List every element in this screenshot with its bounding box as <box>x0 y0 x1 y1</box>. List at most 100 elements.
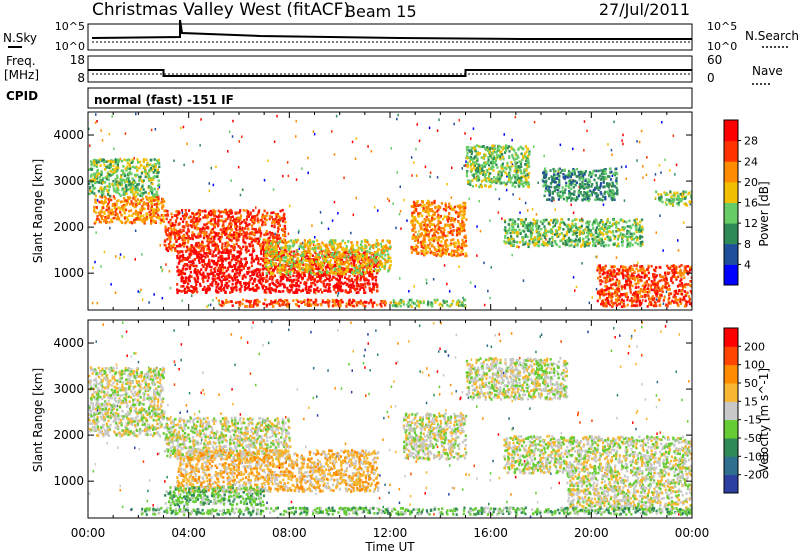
power-cell <box>398 302 401 305</box>
power-cell <box>435 248 438 251</box>
power-cell <box>451 223 454 226</box>
power-cell <box>371 273 374 276</box>
power-speckle <box>462 296 464 300</box>
power-speckle <box>591 296 593 299</box>
power-cell <box>370 251 373 255</box>
power-cell <box>191 237 194 241</box>
power-speckle <box>595 287 598 291</box>
power-cell <box>335 247 338 251</box>
power-cell <box>463 241 466 244</box>
power-cell <box>222 223 225 226</box>
power-cell <box>308 262 312 266</box>
power-cell <box>268 259 271 263</box>
power-cell <box>450 302 453 306</box>
power-cell <box>388 240 391 243</box>
power-cell <box>365 255 368 259</box>
power-cell <box>511 164 514 168</box>
power-cell <box>326 263 329 266</box>
power-cell <box>347 291 350 294</box>
power-cell <box>249 287 252 291</box>
power-cell <box>340 274 343 278</box>
power-cell <box>379 260 382 263</box>
power-cell <box>125 199 128 202</box>
power-cell <box>353 304 356 308</box>
power-cell <box>316 267 319 270</box>
power-cell <box>276 222 279 225</box>
power-cell <box>189 237 192 240</box>
power-cell <box>350 301 353 304</box>
power-cell <box>204 210 207 213</box>
power-cell <box>349 256 352 260</box>
power-cell <box>427 235 430 239</box>
power-cell <box>327 271 330 275</box>
power-cell <box>180 231 183 234</box>
power-cell <box>270 302 273 306</box>
power-cell <box>419 240 422 244</box>
power-cell <box>226 217 229 221</box>
power-cell <box>140 191 143 195</box>
power-speckle <box>355 137 358 140</box>
power-cell <box>374 279 377 282</box>
power-cell <box>414 302 417 305</box>
power-cell <box>235 235 238 239</box>
power-cell <box>105 218 108 221</box>
power-cell <box>260 257 263 261</box>
power-cell <box>301 277 304 281</box>
power-cell <box>371 264 374 267</box>
power-cell <box>461 244 464 248</box>
power-cell <box>394 304 397 308</box>
power-cell <box>192 216 195 220</box>
power-cell <box>181 225 184 228</box>
power-cell <box>358 285 361 288</box>
power-cell <box>437 231 440 235</box>
power-cell <box>344 252 347 255</box>
power-cell <box>376 265 380 269</box>
power-cell <box>224 219 227 223</box>
power-cell <box>186 223 189 226</box>
power-cell <box>414 204 417 207</box>
power-cell <box>206 239 209 243</box>
power-cell <box>114 213 117 217</box>
power-cell <box>336 257 339 261</box>
power-cell <box>107 159 110 163</box>
power-cell <box>142 158 145 161</box>
power-cell <box>242 230 245 234</box>
power-cell <box>282 239 285 242</box>
power-speckle <box>512 193 514 196</box>
power-cell <box>225 269 228 273</box>
power-cell <box>486 149 490 152</box>
power-cell <box>183 281 187 284</box>
power-cell <box>216 222 219 226</box>
power-cell <box>193 217 196 220</box>
power-cell <box>216 284 219 287</box>
power-cell <box>415 220 419 223</box>
power-cell <box>129 183 132 186</box>
power-cell <box>115 166 118 169</box>
power-cell <box>333 299 336 302</box>
power-cell <box>198 210 201 214</box>
power-cell <box>425 251 429 255</box>
power-cell <box>214 241 217 245</box>
power-cell <box>413 202 416 206</box>
power-cell <box>134 188 137 192</box>
power-cell <box>332 245 335 249</box>
power-cell <box>197 236 200 239</box>
power-cell <box>191 212 194 215</box>
power-speckle <box>602 203 605 206</box>
power-cell <box>279 237 282 240</box>
power-cell <box>360 247 363 250</box>
power-cell <box>424 248 427 251</box>
power-cell <box>275 279 278 283</box>
power-cell <box>208 261 211 264</box>
power-cell <box>155 203 158 207</box>
power-speckle <box>472 127 475 130</box>
power-cell <box>306 298 309 302</box>
power-cell <box>112 187 115 190</box>
power-speckle <box>274 232 276 236</box>
power-cell <box>133 193 136 197</box>
power-cell <box>317 263 320 266</box>
power-cell <box>277 265 280 268</box>
power-cell <box>220 265 224 269</box>
power-cell <box>181 253 185 257</box>
power-cell <box>201 240 204 244</box>
